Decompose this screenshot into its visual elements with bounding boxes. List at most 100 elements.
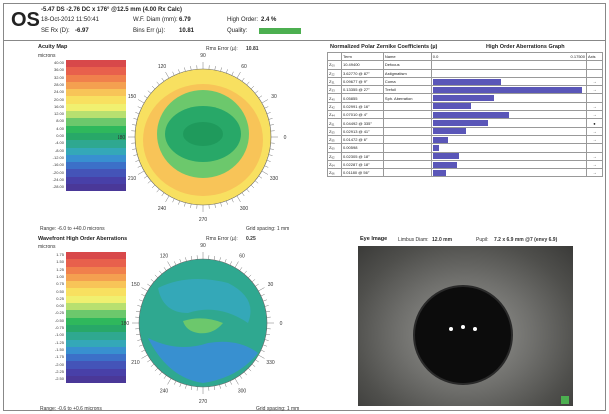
polar-tick <box>214 203 216 208</box>
limbus-value: 12.0 mm <box>432 237 453 243</box>
polar-angle-label: 120 <box>160 253 169 259</box>
polar-tick <box>254 90 259 94</box>
bins-label: Bins Err (µ): <box>133 28 166 34</box>
scale-label: 20.00 <box>53 96 64 102</box>
scale-label: -1.50 <box>54 346 64 352</box>
scale-swatch <box>66 103 126 112</box>
zernike-bar <box>432 78 502 85</box>
zernike-bar-cell <box>430 101 588 112</box>
zernike-bar <box>432 128 467 135</box>
polar-tick <box>266 112 271 114</box>
polar-tick <box>254 180 259 184</box>
polar-tick <box>135 112 140 114</box>
zernike-name <box>382 159 432 170</box>
scale-label: -1.25 <box>54 339 64 345</box>
polar-tick <box>137 165 142 168</box>
polar-angle-label: 180 <box>118 135 125 141</box>
zernike-value: 0.13355 @ 27° <box>340 85 384 95</box>
polar-tick <box>264 165 269 168</box>
scale-label: 0.00 <box>56 133 64 138</box>
zernike-bar-cell <box>430 60 588 70</box>
zernike-index: Z₅₃ <box>327 126 342 136</box>
acuity-color-scale: 40.00 36.00 32.00 28.00 24.00 20.00 16.00 12.00… <box>53 60 126 192</box>
se-value: -6.97 <box>75 28 89 34</box>
report-frame <box>3 3 606 411</box>
wavefront-map-title: Wavefront High Order Aberrations <box>38 236 128 242</box>
zernike-row: Z₅₁ 0.04492 @ 335° ● <box>327 118 603 128</box>
polar-angle-label: 330 <box>266 360 275 366</box>
polar-tick <box>133 154 138 156</box>
polar-tick <box>263 344 267 347</box>
zernike-value: 0.07010 @ 4° <box>340 110 384 120</box>
polar-tick <box>143 95 148 99</box>
polar-angle-label: 270 <box>199 399 208 403</box>
zernike-bar <box>432 86 582 93</box>
acuity-unit: microns <box>38 53 56 59</box>
polar-tick <box>243 371 247 376</box>
polar-tick <box>250 85 255 90</box>
zernike-axis-icon: → <box>586 168 603 178</box>
zernike-index: Z₆₂ <box>327 151 342 161</box>
polar-tick <box>269 148 274 150</box>
acuity-grid: Grid spacing: 1 mm <box>246 226 290 232</box>
polar-tick <box>241 192 245 197</box>
acuity-zone-core <box>183 122 223 146</box>
polar-angle-label: 150 <box>128 94 137 100</box>
polar-tick <box>264 339 269 341</box>
zernike-bar-cell <box>430 85 588 95</box>
polar-angle-label: 210 <box>131 360 140 366</box>
polar-angle-label: 240 <box>160 389 169 395</box>
report-header: OS -5.47 DS -2.76 DC x 176° @12.5 mm (4.… <box>3 3 606 41</box>
glint-right <box>473 327 477 331</box>
polar-angle-label: 30 <box>271 94 277 100</box>
polar-tick <box>260 294 265 297</box>
scale-swatch <box>66 266 126 274</box>
zernike-row: Z₄₂ 0.02991 @ 16° → <box>327 101 603 112</box>
polar-tick <box>260 349 265 352</box>
zernike-index: Z₅₅ <box>327 134 342 145</box>
scale-swatch <box>66 118 126 126</box>
polar-tick <box>159 270 163 275</box>
scale-swatch <box>66 281 126 289</box>
polar-angle-label: 270 <box>199 217 208 222</box>
scale-max: 0.17500 <box>570 54 585 60</box>
zernike-row: Z₄₀ 0.05855 Sph. Aberration <box>327 93 603 103</box>
scale-label: -2.00 <box>54 361 64 367</box>
zernike-bar <box>432 161 458 168</box>
zernike-value: 0.09677 @ 9° <box>340 76 384 87</box>
zernike-index: Z₀₀ <box>327 60 342 70</box>
zernike-bar <box>432 136 449 143</box>
scale-swatch <box>66 324 126 333</box>
wavefront-zone-green <box>183 318 223 334</box>
zernike-name <box>382 143 432 153</box>
polar-tick <box>167 261 172 268</box>
polar-tick <box>151 184 156 189</box>
zernike-index: Z₂₂ <box>327 68 342 78</box>
scale-label: -12.00 <box>52 154 64 160</box>
scale-swatch <box>66 368 126 377</box>
scale-swatch <box>66 140 126 148</box>
zernike-value: 0.01180 @ 56° <box>340 168 384 178</box>
zernike-bar <box>432 120 488 127</box>
polar-tick <box>214 66 216 71</box>
polar-tick <box>224 259 227 263</box>
scale-label: 0.75 <box>56 281 64 287</box>
zernike-bar <box>432 103 471 110</box>
polar-tick <box>137 339 142 341</box>
polar-tick <box>226 200 228 205</box>
polar-tick <box>226 69 228 74</box>
polar-tick <box>251 363 256 367</box>
polar-angle-label: 90 <box>200 243 206 249</box>
zernike-row: Z₃₁ 0.09677 @ 9° Coma → <box>327 76 603 87</box>
zernike-table: Term Name 0.0 0.17500 Axis Z₀₀ 10.49400 De… <box>327 51 603 178</box>
zernike-bar <box>432 144 439 151</box>
zernike-value: 0.04492 @ 335° <box>340 118 384 128</box>
glint-center <box>461 325 465 329</box>
zernike-axis-icon: → <box>586 134 603 145</box>
pupil-value: 7.2 x 6.9 mm @7 (envy 6.9) <box>494 237 558 243</box>
zernike-bar-cell <box>430 159 588 170</box>
polar-tick <box>265 333 271 336</box>
scale-label: -1.75 <box>54 354 64 360</box>
scale-swatch <box>66 147 126 155</box>
zernike-row: Z₂₂ 3.62770 @ 87° Astigmatism <box>327 68 603 78</box>
